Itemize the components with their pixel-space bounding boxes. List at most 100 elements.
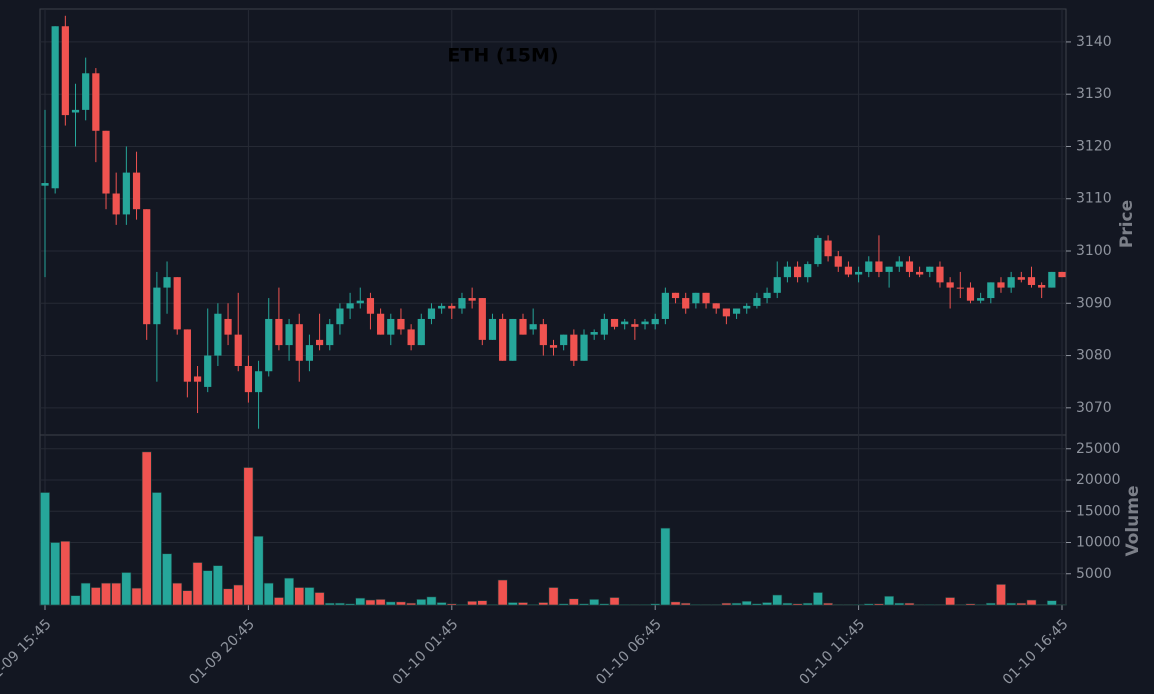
volume-bar bbox=[802, 602, 813, 606]
volume-bar bbox=[833, 604, 844, 606]
volume-bar bbox=[579, 603, 589, 606]
candle-body bbox=[956, 287, 964, 289]
candle-body bbox=[549, 345, 558, 348]
volume-bar bbox=[935, 604, 945, 606]
volume-bar bbox=[548, 587, 559, 606]
candle-body bbox=[661, 292, 669, 319]
volume-bar bbox=[50, 542, 61, 606]
volume-bar bbox=[843, 604, 854, 606]
volume-bar bbox=[396, 601, 406, 606]
y-tick-label: 3120 bbox=[1076, 138, 1112, 154]
candle-body bbox=[783, 266, 792, 278]
candle-body bbox=[732, 308, 741, 314]
volume-bar bbox=[202, 570, 213, 606]
candle-body bbox=[834, 256, 842, 267]
candle-body bbox=[326, 324, 334, 346]
candle-body bbox=[936, 266, 944, 283]
volume-bar bbox=[162, 553, 172, 606]
candle-body bbox=[51, 26, 59, 189]
volume-bar bbox=[772, 594, 783, 606]
candle-body bbox=[814, 237, 822, 265]
volume-bar bbox=[924, 604, 935, 606]
volume-bar bbox=[304, 587, 315, 606]
x-tick-label: 01-10 06:45 bbox=[593, 616, 665, 688]
volume-bar bbox=[762, 602, 772, 606]
volume-bar bbox=[497, 579, 508, 606]
volume-bar bbox=[60, 540, 71, 606]
x-tick-label: 01-10 16:45 bbox=[1000, 616, 1072, 688]
volume-bar bbox=[670, 601, 681, 606]
volume-bar bbox=[640, 604, 650, 606]
volume-bar bbox=[1026, 599, 1037, 606]
candle-body bbox=[671, 292, 680, 299]
candle-body bbox=[153, 287, 161, 325]
volume-bar bbox=[853, 604, 864, 606]
candle-body bbox=[560, 334, 568, 346]
candle-body bbox=[590, 332, 598, 335]
volume-bar bbox=[294, 587, 305, 606]
candle-body bbox=[987, 282, 995, 299]
volume-bar bbox=[813, 592, 823, 606]
candle-body bbox=[183, 329, 191, 382]
volume-bar bbox=[741, 600, 752, 606]
candle-body bbox=[387, 318, 395, 335]
volume-bar bbox=[751, 603, 762, 606]
volume-bar bbox=[121, 572, 132, 606]
candle-body bbox=[865, 261, 873, 272]
volume-bar bbox=[690, 604, 701, 606]
volume-bar bbox=[619, 604, 630, 606]
candle-body bbox=[204, 355, 212, 387]
volume-bar bbox=[792, 603, 803, 606]
candle-body bbox=[753, 298, 761, 306]
volume-bar bbox=[426, 596, 437, 606]
candle-body bbox=[641, 321, 649, 325]
volume-bar bbox=[253, 535, 264, 606]
volume-bar bbox=[1036, 604, 1047, 606]
candle-body bbox=[610, 318, 619, 327]
volume-bar bbox=[945, 597, 956, 606]
volume-bar bbox=[629, 604, 640, 606]
volume-bar bbox=[965, 603, 976, 606]
candle-body bbox=[244, 366, 252, 393]
candle-body bbox=[844, 266, 853, 275]
volume-bar bbox=[568, 598, 579, 606]
candle-body bbox=[102, 130, 110, 194]
candle-body bbox=[427, 308, 436, 319]
y-tick-label: 3130 bbox=[1076, 86, 1112, 102]
candle-body bbox=[214, 313, 222, 356]
volume-bar bbox=[599, 603, 610, 606]
candle-body bbox=[600, 318, 608, 335]
volume-bar bbox=[111, 582, 122, 606]
candle-body bbox=[407, 329, 415, 346]
candle-body bbox=[295, 324, 303, 361]
y-axis-label: Price bbox=[1117, 200, 1137, 248]
volume-bar bbox=[1006, 602, 1017, 606]
volume-bar bbox=[609, 597, 620, 606]
candle-body bbox=[804, 264, 812, 278]
candle-body bbox=[122, 172, 130, 215]
volume-bar bbox=[233, 584, 244, 606]
volume-bar bbox=[365, 599, 376, 606]
volume-bar bbox=[518, 602, 528, 606]
candle-body bbox=[173, 277, 181, 330]
candle-body bbox=[529, 324, 537, 330]
volume-bar bbox=[731, 602, 742, 606]
y-tick-label: 3080 bbox=[1076, 348, 1112, 364]
volume-bar bbox=[274, 597, 284, 606]
candle-body bbox=[458, 298, 466, 309]
y-tick-label: 3110 bbox=[1076, 191, 1112, 207]
volume-bar bbox=[894, 602, 905, 606]
candle-body bbox=[916, 271, 924, 275]
candle-body bbox=[499, 318, 507, 361]
volume-bar bbox=[131, 587, 142, 606]
volume-bar bbox=[823, 602, 833, 606]
candle-body bbox=[1027, 277, 1036, 285]
candle-body bbox=[855, 271, 863, 275]
candle-body bbox=[875, 261, 883, 272]
volume-bar bbox=[487, 604, 498, 606]
candle-body bbox=[570, 334, 578, 361]
candle-body bbox=[234, 334, 242, 367]
candle-body bbox=[824, 240, 832, 257]
candle-body bbox=[224, 318, 232, 335]
